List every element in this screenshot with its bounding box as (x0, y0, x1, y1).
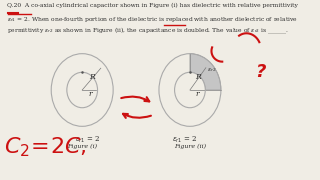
Text: r: r (196, 90, 199, 98)
Text: Figure (i): Figure (i) (67, 144, 97, 149)
Ellipse shape (51, 54, 113, 126)
Text: $\varepsilon_{r1}$ = 2: $\varepsilon_{r1}$ = 2 (75, 135, 100, 145)
Text: $\varepsilon_{r2}$: $\varepsilon_{r2}$ (207, 66, 217, 74)
Text: R: R (196, 73, 201, 82)
Text: Figure (ii): Figure (ii) (174, 144, 206, 149)
Polygon shape (190, 54, 221, 90)
Text: $C_2\!=\!2C,$: $C_2\!=\!2C,$ (4, 135, 87, 159)
Text: ?: ? (255, 63, 265, 81)
Text: $\varepsilon_{r1}$ = 2: $\varepsilon_{r1}$ = 2 (172, 135, 197, 145)
Text: R: R (89, 73, 95, 81)
Text: permittivity $\varepsilon_{r2}$ as shown in Figure (ii), the capacitance is doub: permittivity $\varepsilon_{r2}$ as shown… (7, 26, 289, 36)
Text: Q.20  A co-axial cylindrical capacitor shown in Figure (i) has dielectric with r: Q.20 A co-axial cylindrical capacitor sh… (7, 3, 298, 8)
Text: r: r (88, 90, 92, 98)
Text: $\varepsilon_{r1}$ = 2. When one-fourth portion of the dielectric is replaced wi: $\varepsilon_{r1}$ = 2. When one-fourth … (7, 15, 298, 24)
Ellipse shape (67, 72, 98, 108)
Ellipse shape (175, 72, 205, 108)
